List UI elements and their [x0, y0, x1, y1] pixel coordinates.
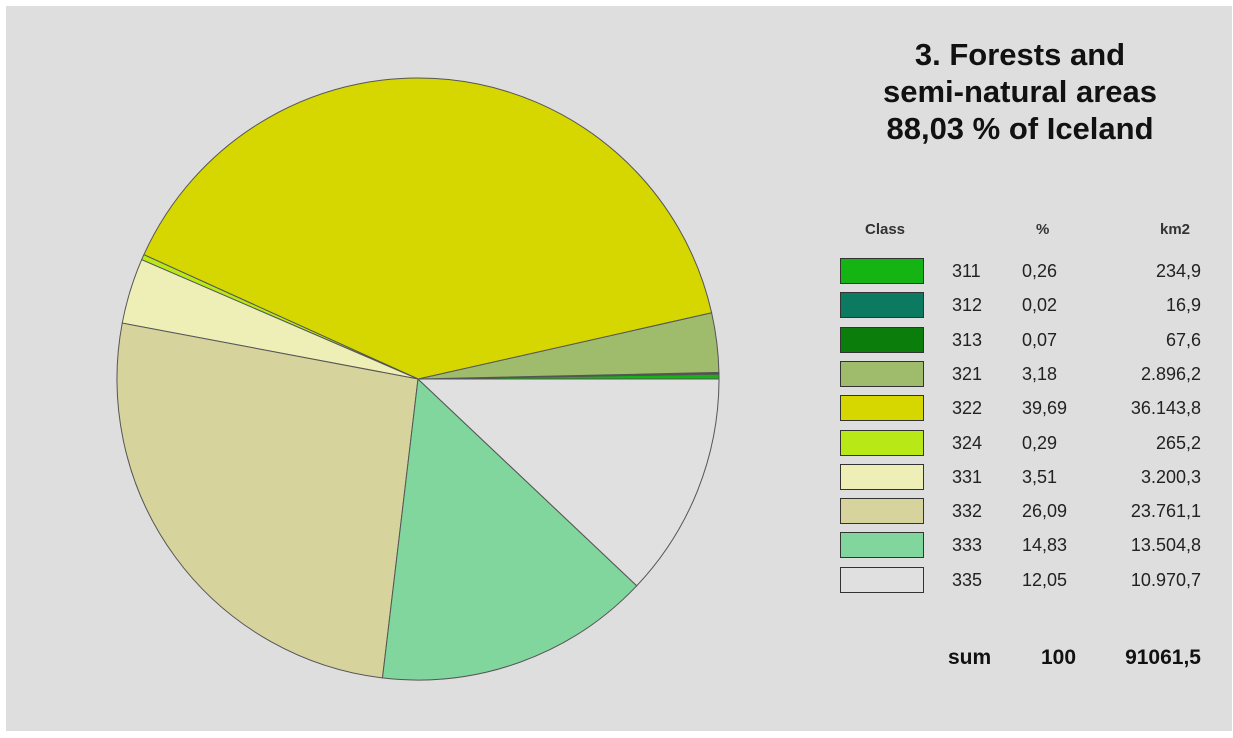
- legend-km2: 265,2: [1155, 432, 1201, 453]
- legend-percent: 0,02: [1022, 295, 1058, 316]
- legend-class-code: 313: [952, 329, 983, 350]
- legend-percent: 12,05: [1022, 569, 1068, 590]
- legend-header-percent: %: [1036, 221, 1050, 238]
- legend-percent: 14,83: [1022, 535, 1068, 556]
- legend-row-321: 321 3,18 2.896,2: [0, 360, 1233, 391]
- legend-row-322: 322 39,69 36.143,8: [0, 395, 1233, 425]
- legend-class-code: 332: [952, 501, 983, 522]
- legend-header-km2: km2: [1160, 221, 1191, 238]
- pie-slice-322: [143, 77, 713, 380]
- legend-row-332: 332 26,09 23.761,1: [0, 498, 1233, 528]
- legend-class-code: 312: [952, 295, 983, 316]
- legend-swatch-321: [840, 360, 924, 387]
- legend-row-324: 324 0,29 265,2: [0, 429, 1233, 460]
- legend-percent: 3,51: [1022, 466, 1058, 487]
- legend-km2: 2.896,2: [1140, 363, 1201, 384]
- sum-label: sum: [948, 646, 992, 669]
- legend-row-331: 331 3,51 3.200,3: [0, 463, 1233, 494]
- legend-class-code: 324: [952, 432, 983, 453]
- legend-km2: 234,9: [1155, 261, 1201, 281]
- legend-swatch-335: [840, 566, 924, 593]
- legend-swatch-324: [840, 429, 924, 456]
- pie-slice-333: [381, 378, 638, 681]
- legend-percent: 3,18: [1022, 363, 1058, 384]
- legend-percent: 39,69: [1022, 398, 1068, 419]
- legend-class-code: 335: [952, 569, 983, 590]
- legend-swatch-331: [840, 463, 924, 490]
- legend-percent: 26,09: [1022, 501, 1068, 522]
- legend-row-335: 335 12,05 10.970,7: [0, 566, 1233, 597]
- pie-slice-335: [417, 378, 720, 587]
- legend-class-code: 321: [952, 363, 983, 384]
- legend-class-code: 331: [952, 466, 983, 487]
- chart-title: 3. Forests and semi-natural areas 88,03 …: [830, 36, 1210, 147]
- legend-swatch-322: [840, 395, 924, 422]
- legend-percent: 0,26: [1022, 261, 1058, 281]
- legend-km2: 3.200,3: [1140, 466, 1201, 487]
- legend-km2: 13.504,8: [1130, 535, 1201, 556]
- legend-swatch-312: [840, 292, 924, 319]
- legend-class-code: 311: [952, 261, 981, 281]
- title-line-3: 88,03 % of Iceland: [886, 111, 1154, 146]
- legend-row-313: 313 0,07 67,6: [0, 326, 1233, 357]
- title-line-1: 3. Forests and: [914, 37, 1126, 72]
- legend-swatch-313: [840, 326, 924, 353]
- legend-row-311: 311 0,26 234,9: [0, 258, 1233, 288]
- legend-percent: 0,29: [1022, 432, 1058, 453]
- legend-percent: 0,07: [1022, 329, 1058, 350]
- legend-swatch-311: [840, 258, 924, 284]
- legend-class-code: 322: [952, 398, 983, 419]
- pie-slice-332: [116, 322, 419, 679]
- legend-header-class: Class: [865, 221, 906, 238]
- legend-row-312: 312 0,02 16,9: [0, 292, 1233, 322]
- sum-km2: 91061,5: [1125, 646, 1201, 669]
- legend-km2: 23.761,1: [1130, 501, 1201, 522]
- legend-class-code: 333: [952, 535, 983, 556]
- legend-row-333: 333 14,83 13.504,8: [0, 532, 1233, 562]
- sum-percent: 100: [1041, 646, 1077, 669]
- legend-swatch-333: [840, 532, 924, 559]
- legend-km2: 36.143,8: [1130, 398, 1201, 419]
- legend-swatch-332: [840, 498, 924, 525]
- legend-km2: 67,6: [1165, 329, 1201, 350]
- legend-km2: 16,9: [1165, 295, 1201, 316]
- title-line-2: semi-natural areas: [883, 74, 1157, 109]
- legend-km2: 10.970,7: [1130, 569, 1201, 590]
